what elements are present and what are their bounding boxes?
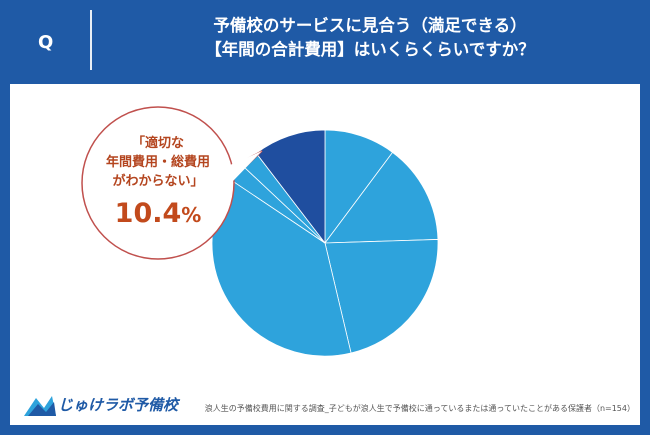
title-line-2: 【年間の合計費用】はいくらくらいですか？ — [205, 40, 535, 59]
header-divider — [90, 10, 92, 70]
pie-slice-1 — [324, 129, 394, 245]
title-line-1: 予備校のサービスに見合う（満足できる） — [213, 16, 527, 35]
callout-text: 「適切な 年間費用・総費用 がわからない」 10.4% — [88, 134, 228, 232]
logo — [24, 396, 56, 416]
callout-line-1: 「適切な — [131, 136, 184, 151]
callout-circle — [81, 106, 235, 260]
question-label: Q — [38, 32, 54, 53]
callout-unit: % — [181, 203, 202, 227]
callout-number: 10.4 — [114, 198, 182, 229]
callout-line-2: 年間費用・総費用 — [105, 155, 210, 170]
footnote: 浪人生の予備校費用に関する調査_子どもが浪人生で予備校に通っているまたは通ってい… — [204, 404, 635, 413]
pie-slice-2 — [324, 151, 439, 244]
callout-line-3: がわからない」 — [112, 174, 204, 189]
pie-slice-7 — [255, 129, 326, 245]
pie-slice-3 — [324, 239, 439, 354]
callout-bubble — [81, 106, 263, 260]
question-title: 予備校のサービスに見合う（満足できる） 【年間の合計費用】はいくらくらいですか？ — [110, 14, 630, 62]
logo-text: じゅけラボ予備校 — [58, 396, 179, 414]
callout-value: 10.4% — [88, 197, 228, 232]
